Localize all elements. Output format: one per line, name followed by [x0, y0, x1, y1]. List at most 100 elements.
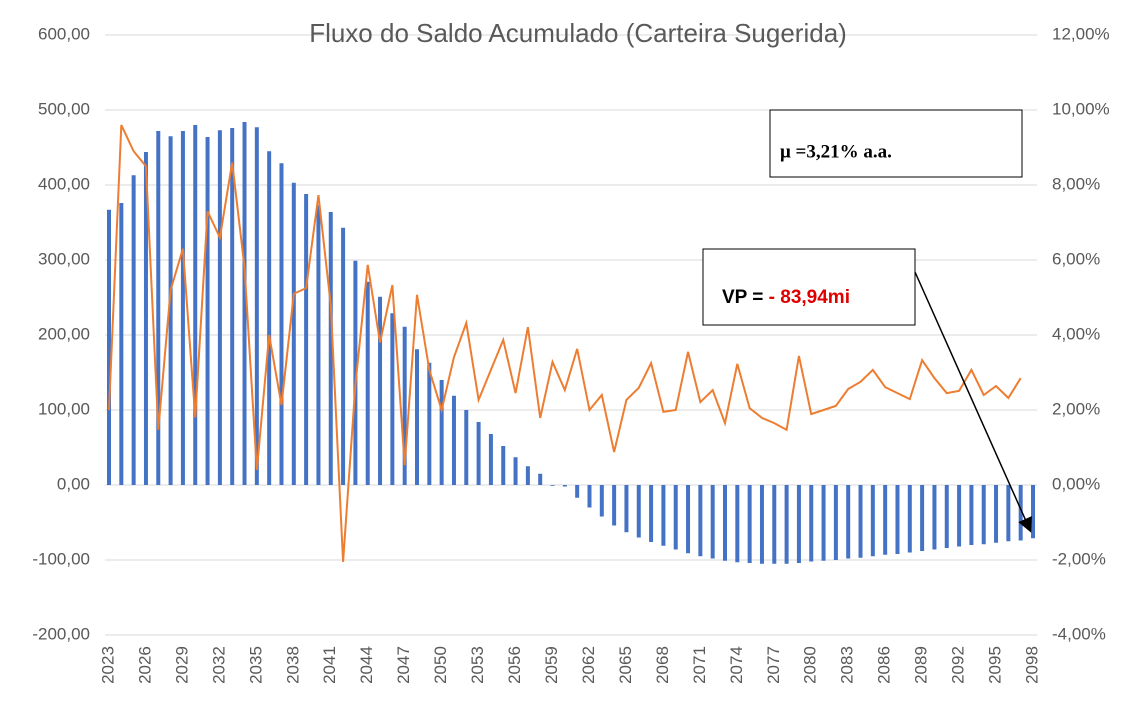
x-tick-label: 2068: [653, 646, 672, 684]
bar: [390, 313, 395, 485]
bar: [513, 457, 518, 485]
x-tick-label: 2062: [579, 646, 598, 684]
x-tick-label: 2041: [320, 646, 339, 684]
bar: [501, 446, 506, 485]
x-tick-label: 2044: [357, 646, 376, 684]
bar: [378, 296, 383, 485]
bar: [427, 362, 432, 485]
bar: [661, 485, 666, 546]
y-tick-label: 500,00: [38, 99, 90, 118]
bar: [316, 205, 321, 485]
bar: [969, 485, 974, 545]
x-tick-label: 2026: [135, 646, 154, 684]
y2-tick-label: -4,00%: [1052, 624, 1106, 643]
bar: [328, 212, 333, 485]
bar: [587, 485, 592, 508]
y-tick-label: -100,00: [32, 549, 90, 568]
y-tick-label: 0,00: [57, 474, 90, 493]
y2-tick-label: 6,00%: [1052, 249, 1100, 268]
bar: [723, 485, 727, 561]
bar: [562, 485, 567, 487]
x-tick-label: 2092: [949, 646, 968, 684]
bar: [119, 203, 124, 485]
bar: [131, 175, 136, 485]
bar: [464, 410, 469, 485]
arrow: [914, 271, 1032, 533]
bar: [267, 151, 272, 485]
x-tick-label: 2059: [542, 646, 561, 684]
x-tick-label: 2080: [801, 646, 820, 684]
y-tick-label: 600,00: [38, 24, 90, 43]
x-tick-label: 2056: [505, 646, 524, 684]
x-tick-label: 2023: [98, 646, 117, 684]
x-tick-label: 2053: [468, 646, 487, 684]
bar: [439, 380, 444, 485]
bar: [612, 485, 617, 526]
bar: [686, 485, 691, 554]
y2-tick-label: 12,00%: [1052, 24, 1110, 43]
x-tick-label: 2083: [838, 646, 857, 684]
y2-tick-label: 8,00%: [1052, 174, 1100, 193]
y2-tick-label: 0,00%: [1052, 474, 1100, 493]
bar: [205, 137, 210, 485]
annotation: μ =3,21% a.a.: [780, 141, 892, 162]
y2-tick-label: 10,00%: [1052, 99, 1110, 118]
bar: [180, 131, 185, 485]
bar: [341, 227, 346, 485]
x-tick-label: 2074: [727, 646, 746, 684]
bar: [365, 281, 370, 485]
y-tick-label: 100,00: [38, 399, 90, 418]
x-tick-label: 2095: [986, 646, 1005, 684]
bar: [415, 349, 419, 485]
bar: [476, 422, 481, 485]
bar: [698, 485, 703, 557]
bar: [550, 485, 555, 486]
x-tick-label: 2032: [209, 646, 228, 684]
annotation: VP = - 83,94mi: [722, 287, 850, 308]
bar: [895, 485, 900, 554]
bar: [932, 485, 937, 550]
x-tick-label: 2089: [912, 646, 931, 684]
bar: [858, 485, 863, 558]
y-tick-label: 400,00: [38, 174, 90, 193]
bar: [168, 136, 173, 485]
bar: [981, 485, 986, 545]
bar: [957, 485, 962, 547]
bar: [735, 485, 740, 563]
bar: [833, 485, 838, 560]
bar: [759, 485, 764, 564]
x-tick-label: 2086: [875, 646, 894, 684]
bar: [907, 485, 912, 553]
bar: [575, 485, 580, 498]
x-tick-label: 2038: [283, 646, 302, 684]
bar: [673, 485, 678, 550]
y-tick-label: 200,00: [38, 324, 90, 343]
bar: [488, 434, 493, 485]
bar: [525, 466, 530, 485]
x-tick-label: 2050: [431, 646, 450, 684]
bar: [291, 182, 296, 485]
bar: [451, 395, 456, 485]
bar: [846, 485, 851, 559]
bar: [193, 125, 198, 485]
y-tick-label: 300,00: [38, 249, 90, 268]
bar: [920, 485, 925, 551]
bar: [649, 485, 654, 542]
y2-tick-label: -2,00%: [1052, 549, 1106, 568]
x-tick-label: 2071: [690, 646, 709, 684]
bar: [883, 485, 888, 555]
bar: [796, 485, 801, 563]
bar: [747, 485, 752, 563]
bar: [279, 163, 284, 485]
bar: [784, 485, 789, 564]
y-tick-label: -200,00: [32, 624, 90, 643]
x-tick-label: 2077: [764, 646, 783, 684]
bar: [143, 152, 148, 485]
bar: [821, 485, 826, 561]
bar: [230, 128, 235, 485]
bar: [994, 485, 999, 543]
x-tick-label: 2035: [246, 646, 265, 684]
bar: [402, 326, 407, 485]
annotation-box: [702, 248, 916, 326]
